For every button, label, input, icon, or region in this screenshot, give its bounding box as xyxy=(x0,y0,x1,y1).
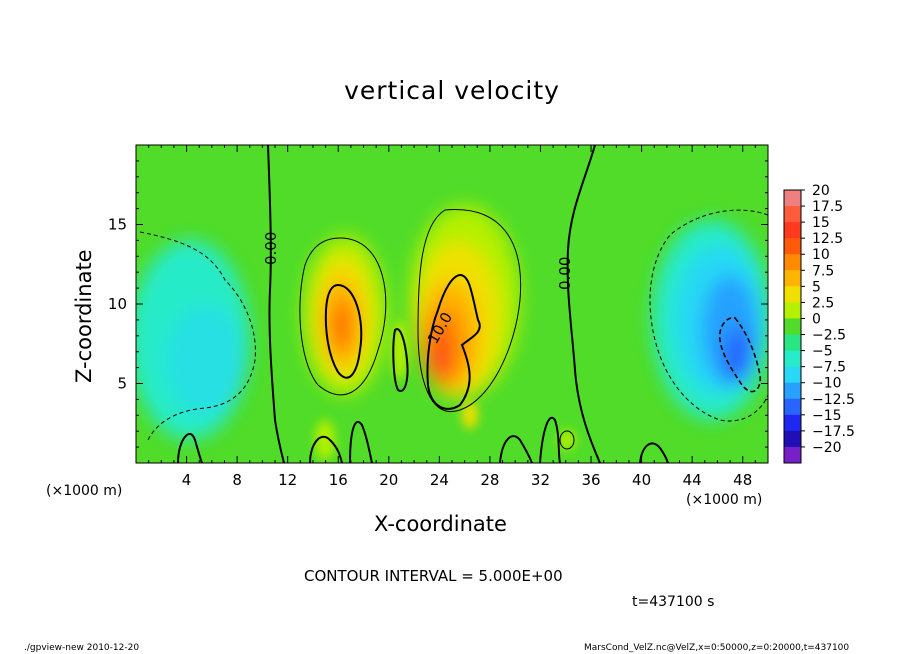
contour-five-left xyxy=(299,237,387,396)
y-axis-label: Z-coordinate xyxy=(72,249,96,383)
contour-neg-right xyxy=(649,209,768,422)
colorbar-label: 12.5 xyxy=(812,231,843,247)
contour-small-ring xyxy=(559,430,575,450)
chart-title: vertical velocity xyxy=(344,76,560,105)
contour-bottom-mid4 xyxy=(499,435,533,463)
colorbar-label: 10 xyxy=(812,247,830,263)
colorbar-swatch xyxy=(784,414,801,432)
colorbar-label: −17.5 xyxy=(812,424,855,440)
heatmap-field xyxy=(136,145,768,463)
contour-ten-left xyxy=(324,283,363,379)
colorbar-swatch xyxy=(784,238,801,255)
contour-neg-left xyxy=(139,231,256,441)
colorbar-label: 0 xyxy=(812,311,821,327)
x-tick-label: 40 xyxy=(632,471,651,489)
colorbar-label: −7.5 xyxy=(812,360,846,376)
colorbar-label: −12.5 xyxy=(812,392,855,408)
colorbar-label: −10 xyxy=(812,376,842,392)
footer-right: MarsCond_VelZ.nc@VelZ,x=0:50000,z=0:2000… xyxy=(584,643,850,653)
colorbar-label: −20 xyxy=(812,440,842,456)
x-tick-label: 20 xyxy=(379,471,398,489)
y-tick-label: 10 xyxy=(108,295,127,313)
colorbar-swatch xyxy=(784,446,801,464)
contour-neg-right-inner xyxy=(718,317,762,393)
colorbar-swatch xyxy=(784,430,801,448)
time-label: t=437100 s xyxy=(632,594,715,610)
contour-label-zero-right: 0.00 xyxy=(556,257,574,290)
x-unit-right: (×1000 m) xyxy=(686,492,763,508)
colorbar-swatch xyxy=(784,382,801,400)
colorbar-label: 5 xyxy=(812,279,821,295)
colorbar-label: 20 xyxy=(812,183,830,199)
colorbar-label: 7.5 xyxy=(812,263,834,279)
x-tick-label: 28 xyxy=(480,471,499,489)
colorbar-label: −15 xyxy=(812,408,842,424)
colorbar-label: 15 xyxy=(812,215,830,231)
contour-five-right xyxy=(417,209,522,412)
colorbar-swatch xyxy=(784,206,801,223)
x-unit-left: (×1000 m) xyxy=(46,483,123,499)
x-tick-label: 24 xyxy=(430,471,449,489)
colorbar-label: 17.5 xyxy=(812,199,843,215)
y-tick-label: 15 xyxy=(108,216,127,234)
x-tick-label: 12 xyxy=(278,471,297,489)
colorbar-swatch xyxy=(784,190,801,207)
contour-zero-left xyxy=(267,145,285,463)
colorbar-swatch xyxy=(784,334,801,352)
contour-bottom-mid3 xyxy=(392,328,409,392)
contour-label-zero-left: 0.00 xyxy=(262,232,280,265)
colorbar-swatch xyxy=(784,366,801,384)
colorbar: 2017.51512.5107.552.50−2.5−5−7.5−10−12.5… xyxy=(783,183,855,464)
colorbar-swatch xyxy=(784,254,801,271)
contour-bottom-mid1 xyxy=(309,435,343,463)
x-axis: 4 8 12 16 20 24 28 32 36 40 44 48 xyxy=(148,145,756,489)
colorbar-swatch xyxy=(784,398,801,416)
updraft-left-region xyxy=(303,235,387,395)
colorbar-swatch xyxy=(784,350,801,368)
y-tick-label: 5 xyxy=(117,375,127,393)
x-tick-label: 4 xyxy=(182,471,192,489)
downdraft-left-region xyxy=(136,240,250,440)
footer-left: ./gpview-new 2010-12-20 xyxy=(24,643,140,653)
colorbar-swatch xyxy=(784,270,801,287)
contour-bottom-mid5 xyxy=(539,416,561,463)
colorbar-label: −5 xyxy=(812,344,833,360)
colorbar-frame xyxy=(783,189,802,464)
x-tick-label: 44 xyxy=(683,471,702,489)
contour-ten-right xyxy=(426,273,481,410)
colorbar-swatch xyxy=(784,222,801,239)
contour-bottom-mid2 xyxy=(349,421,373,463)
colorbar-swatch xyxy=(784,318,801,336)
x-tick-label: 16 xyxy=(329,471,348,489)
colorbar-swatch xyxy=(784,302,801,319)
downdraft-right-region xyxy=(652,220,768,420)
y-axis: 5 10 15 xyxy=(108,160,768,448)
x-tick-label: 32 xyxy=(531,471,550,489)
colorbar-swatch xyxy=(784,286,801,303)
x-tick-label: 36 xyxy=(581,471,600,489)
x-tick-label: 48 xyxy=(733,471,752,489)
x-tick-label: 8 xyxy=(232,471,242,489)
contour-zero-right xyxy=(566,145,601,463)
colorbar-label: 2.5 xyxy=(812,295,834,311)
contour-interval-label: CONTOUR INTERVAL = 5.000E+00 xyxy=(304,567,563,585)
contour-bottom-right xyxy=(639,442,669,463)
updraft-right-region xyxy=(410,205,520,398)
colorbar-label: −2.5 xyxy=(812,328,846,344)
contour-bottom-left xyxy=(177,433,203,463)
x-axis-label: X-coordinate xyxy=(374,512,507,536)
